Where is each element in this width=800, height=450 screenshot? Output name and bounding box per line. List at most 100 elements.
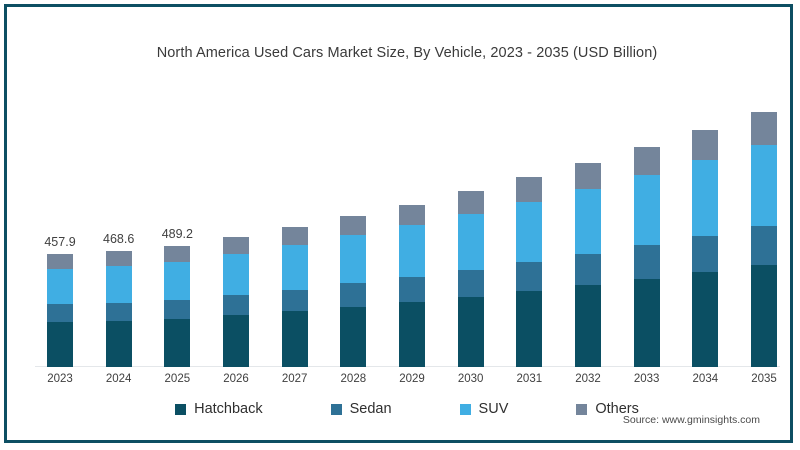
bar-segment-suv — [751, 144, 777, 226]
legend-label: Others — [595, 401, 639, 417]
legend-label: Sedan — [349, 401, 392, 417]
bar-segment-others — [575, 162, 601, 189]
bar-segment-suv — [633, 174, 660, 245]
bar-segment-others — [340, 216, 367, 236]
bar-group-2027[interactable] — [281, 227, 308, 367]
bar-value-label-2024: 468.6 — [103, 232, 135, 247]
bar-segment-others — [633, 146, 660, 175]
bar-stack — [105, 251, 132, 367]
bar-segment-hatchback — [47, 321, 73, 367]
bar-segment-others — [105, 251, 132, 267]
bar-segment-hatchback — [516, 291, 543, 367]
bar-stack — [692, 130, 719, 367]
bar-group-2035[interactable] — [751, 112, 777, 367]
plot-area: 457.9 468.6 489.2 — [37, 87, 777, 367]
bar-segment-hatchback — [223, 314, 249, 367]
bar-segment-hatchback — [457, 296, 484, 367]
bar-segment-suv — [223, 253, 249, 295]
bar-stack — [281, 227, 308, 367]
x-axis-tick-2032: 2032 — [575, 373, 601, 385]
bar-segment-suv — [164, 261, 191, 301]
bar-segment-suv — [281, 244, 308, 290]
bar-segment-others — [751, 112, 777, 145]
bar-segment-others — [281, 227, 308, 245]
bar-segment-suv — [340, 235, 367, 284]
bar-stack — [633, 146, 660, 367]
bar-segment-hatchback — [633, 278, 660, 367]
bar-value-label-2025: 489.2 — [161, 227, 193, 242]
bar-segment-suv — [516, 201, 543, 262]
bar-segment-suv — [692, 160, 719, 236]
bar-segment-sedan — [105, 302, 132, 321]
bar-segment-hatchback — [751, 264, 777, 367]
x-axis-tick-2033: 2033 — [633, 373, 660, 385]
legend-item-sedan[interactable]: Sedan — [330, 401, 392, 417]
x-axis-tick-2028: 2028 — [340, 373, 367, 385]
bar-value-label-2023: 457.9 — [44, 235, 76, 250]
x-axis-tick-2034: 2034 — [692, 373, 719, 385]
source-attribution: Source: www.gminsights.com — [622, 414, 760, 426]
bar-stack — [751, 112, 777, 367]
chart-title: North America Used Cars Market Size, By … — [156, 45, 658, 61]
bar-segment-sedan — [575, 253, 601, 286]
legend-label: SUV — [478, 401, 509, 417]
bar-segment-others — [457, 191, 484, 214]
x-axis-tick-2031: 2031 — [516, 373, 543, 385]
bar-segment-sedan — [516, 261, 543, 292]
bar-segment-sedan — [164, 300, 191, 319]
bar-segment-hatchback — [692, 272, 719, 367]
bar-group-2034[interactable] — [692, 130, 719, 367]
legend-swatch-icon — [576, 403, 588, 415]
bar-group-2033[interactable] — [633, 146, 660, 367]
bar-group-2028[interactable] — [340, 216, 367, 367]
legend-label: Hatchback — [194, 401, 263, 417]
bar-group-2031[interactable] — [516, 177, 543, 367]
bar-stack — [164, 246, 191, 367]
legend-swatch-icon — [330, 403, 342, 415]
bar-stack — [516, 177, 543, 367]
bar-segment-hatchback — [105, 320, 132, 367]
bar-segment-suv — [399, 225, 425, 277]
bar-stack — [399, 204, 425, 367]
bar-group-2029[interactable] — [399, 204, 425, 367]
bar-segment-sedan — [47, 304, 73, 322]
x-axis-tick-2030: 2030 — [457, 373, 484, 385]
bar-group-2030[interactable] — [457, 191, 484, 367]
bar-group-2023[interactable] — [47, 254, 73, 367]
x-axis-tick-2026: 2026 — [223, 373, 249, 385]
legend-item-suv[interactable]: SUV — [459, 401, 509, 417]
bar-segment-sedan — [457, 269, 484, 297]
bar-stack — [575, 162, 601, 367]
bar-segment-hatchback — [340, 306, 367, 367]
bar-segment-hatchback — [164, 318, 191, 367]
bar-segment-others — [692, 130, 719, 161]
bar-segment-hatchback — [575, 285, 601, 367]
x-axis-tick-2024: 2024 — [105, 373, 132, 385]
legend-item-others[interactable]: Others — [576, 401, 639, 417]
bar-stack — [457, 191, 484, 367]
bar-stack — [223, 237, 249, 367]
bar-group-2026[interactable] — [223, 237, 249, 367]
legend-item-hatchback[interactable]: Hatchback — [175, 401, 263, 417]
bar-group-2024[interactable] — [105, 251, 132, 367]
bar-group-2025[interactable] — [164, 246, 191, 367]
chart-legend: Hatchback Sedan SUV Others — [7, 401, 800, 417]
x-axis-tick-2035: 2035 — [751, 373, 777, 385]
bar-segment-sedan — [692, 235, 719, 273]
bar-group-2032[interactable] — [575, 162, 601, 367]
bar-segment-sedan — [633, 244, 660, 279]
bar-segment-sedan — [223, 295, 249, 315]
bar-segment-suv — [575, 188, 601, 254]
bar-segment-hatchback — [281, 311, 308, 367]
x-axis-tick-2023: 2023 — [47, 373, 73, 385]
bar-segment-suv — [457, 213, 484, 270]
bar-segment-sedan — [751, 225, 777, 265]
bar-segment-others — [516, 177, 543, 202]
bar-segment-others — [399, 204, 425, 226]
legend-swatch-icon — [175, 403, 187, 415]
chart-frame: North America Used Cars Market Size, By … — [4, 4, 793, 443]
bar-segment-sedan — [340, 283, 367, 307]
bar-segment-others — [223, 237, 249, 254]
bar-stack — [47, 254, 73, 367]
bar-segment-suv — [105, 266, 132, 303]
